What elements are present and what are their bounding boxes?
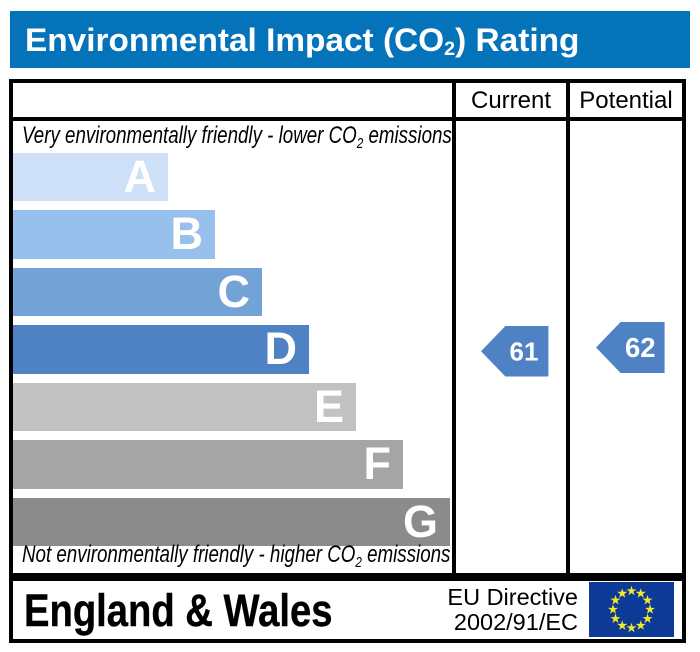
svg-text:61: 61 [510, 337, 539, 367]
svg-text:62: 62 [625, 332, 656, 363]
